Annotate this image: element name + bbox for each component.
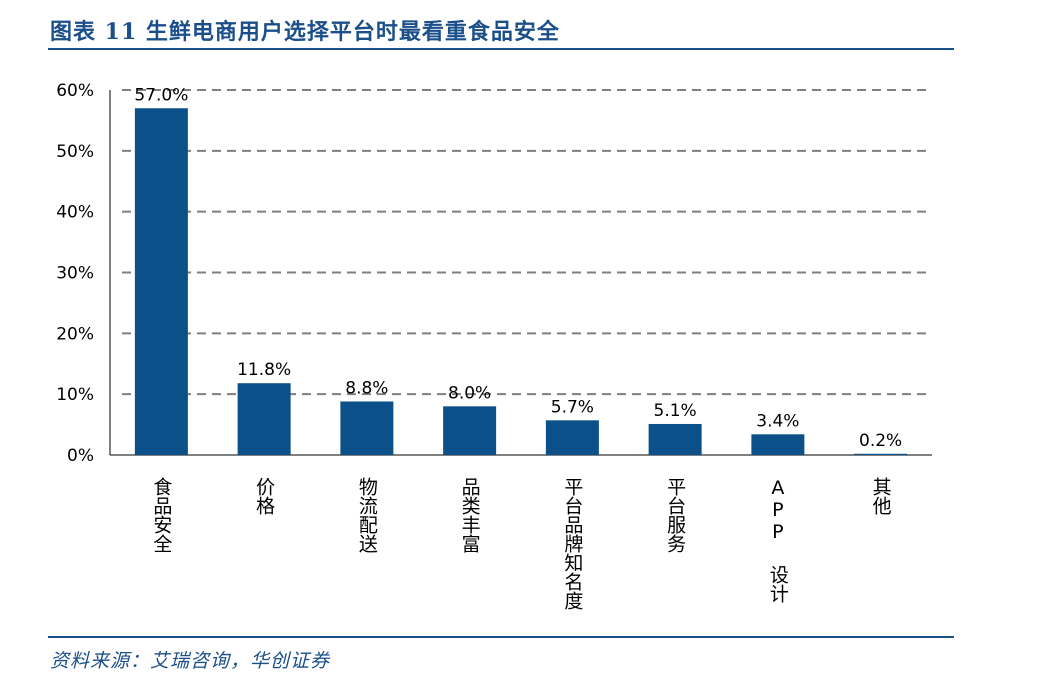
y-tick-label: 40% [56,203,94,223]
gridlines [122,89,932,396]
x-tick-label: APP 设计 [767,477,789,603]
y-tick-label: 10% [56,385,94,405]
x-tick-label: 品类丰富 [459,477,481,553]
bar [545,420,599,455]
y-tick-label: 0% [67,446,94,466]
labels: 57.0% 食品安全 11.8% 价格 8.8% 物流配送 8.0% 品类丰富 5.7% 平台品牌… [134,85,902,610]
figure-title: 图表 11 生鲜电商用户选择平台时最看重食品安全 [50,19,560,45]
x-tick-label: 价格 [253,477,275,515]
data-label: 3.4% [756,411,799,431]
data-label: 0.2% [859,431,902,451]
x-tick-label: 平台服务 [664,477,686,553]
y-tick-label: 60% [56,81,94,101]
bar [443,406,497,455]
bar [751,434,805,455]
bars [134,108,908,455]
data-label: 8.0% [448,383,491,403]
data-label: 11.8% [237,360,291,380]
data-label: 8.8% [345,378,388,398]
x-tick-label: 物流配送 [356,477,378,553]
x-tick-label: 食品安全 [150,477,172,553]
x-tick-label: 平台品牌知名度 [561,477,583,610]
bar [237,383,291,455]
y-tick-label: 30% [56,264,94,284]
data-label: 5.7% [551,397,594,417]
data-label: 5.1% [654,401,697,421]
y-tick-label: 50% [56,142,94,162]
y-tick-label: 20% [56,324,94,344]
bar [134,108,188,455]
bar [648,423,702,455]
bar [854,453,908,455]
x-tick-label: 其他 [870,477,892,515]
source-note: 资料来源：艾瑞咨询，华创证券 [50,650,331,672]
source-divider [48,636,954,638]
bar [340,401,394,455]
data-label: 57.0% [134,85,188,105]
title-divider [48,48,954,50]
